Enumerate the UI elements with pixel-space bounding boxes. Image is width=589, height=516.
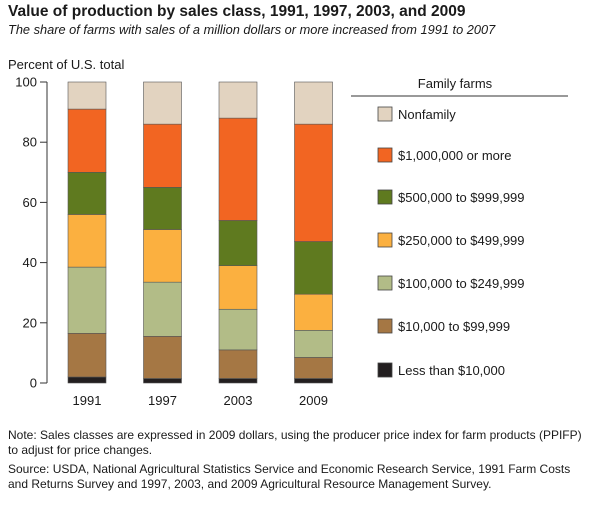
bar-segment	[294, 81, 333, 125]
legend-swatch	[377, 362, 393, 378]
y-tick-label: 0	[30, 376, 37, 391]
legend-label: $250,000 to $499,999	[398, 233, 525, 248]
bar-segment	[218, 349, 258, 379]
bar-segment	[67, 108, 107, 173]
bar-segment	[143, 336, 182, 379]
legend-swatch	[377, 147, 393, 163]
bar-segment	[218, 220, 258, 266]
bar-segment	[67, 333, 107, 378]
bar-segment	[67, 81, 107, 110]
bar-segment	[218, 117, 258, 221]
legend-label: Less than $10,000	[398, 363, 505, 378]
x-tick-label: 2003	[224, 393, 253, 408]
bar-segment	[294, 378, 333, 384]
y-tick-label: 80	[23, 135, 37, 150]
bar-segment	[218, 378, 258, 384]
bar-segment	[218, 265, 258, 310]
legend-label: $100,000 to $249,999	[398, 276, 525, 291]
legend-swatch	[377, 232, 393, 248]
legend-label: Nonfamily	[398, 107, 456, 122]
legend-swatch	[377, 106, 393, 122]
bar-segment	[294, 293, 333, 331]
bar-segment	[218, 81, 258, 119]
bar-segment	[143, 281, 182, 337]
bar-segment	[294, 330, 333, 358]
y-tick-label: 100	[15, 75, 37, 90]
legend-label: $500,000 to $999,999	[398, 190, 525, 205]
y-axis-label: Percent of U.S. total	[8, 57, 125, 72]
bar-segment	[67, 376, 107, 384]
bar-segment	[294, 123, 333, 242]
y-tick-label: 40	[23, 255, 37, 270]
legend-title: Family farms	[418, 76, 493, 91]
x-tick-label: 2009	[299, 393, 328, 408]
bar-segment	[67, 214, 107, 268]
chart-note: Note: Sales classes are expressed in 200…	[8, 428, 582, 457]
bar-segment	[294, 241, 333, 295]
legend-swatch	[377, 189, 393, 205]
x-tick-label: 1991	[73, 393, 102, 408]
bar-segment	[294, 357, 333, 379]
x-tick-label: 1997	[148, 393, 177, 408]
stacked-bar-chart: 0 20 40 60 80 100 1991 1997 2003 2009 Family farm…	[15, 75, 568, 408]
y-tick-label: 20	[23, 315, 37, 330]
bar-segment	[143, 378, 182, 384]
legend-swatch	[377, 275, 393, 291]
chart-source: Source: USDA, National Agricultural Stat…	[8, 462, 571, 491]
bar-segment	[143, 229, 182, 283]
chart-title: Value of production by sales class, 1991…	[8, 3, 466, 20]
legend-swatch	[377, 318, 393, 334]
bar-segment	[218, 308, 258, 351]
bar-segment	[143, 81, 182, 125]
y-tick-label: 60	[23, 195, 37, 210]
legend-label: $10,000 to $99,999	[398, 319, 510, 334]
bar-segment	[67, 172, 107, 215]
bar-segment	[143, 123, 182, 188]
legend-label: $1,000,000 or more	[398, 148, 511, 163]
bar-segment	[67, 266, 107, 334]
bar-segment	[143, 187, 182, 230]
chart-subtitle: The share of farms with sales of a milli…	[8, 22, 496, 37]
